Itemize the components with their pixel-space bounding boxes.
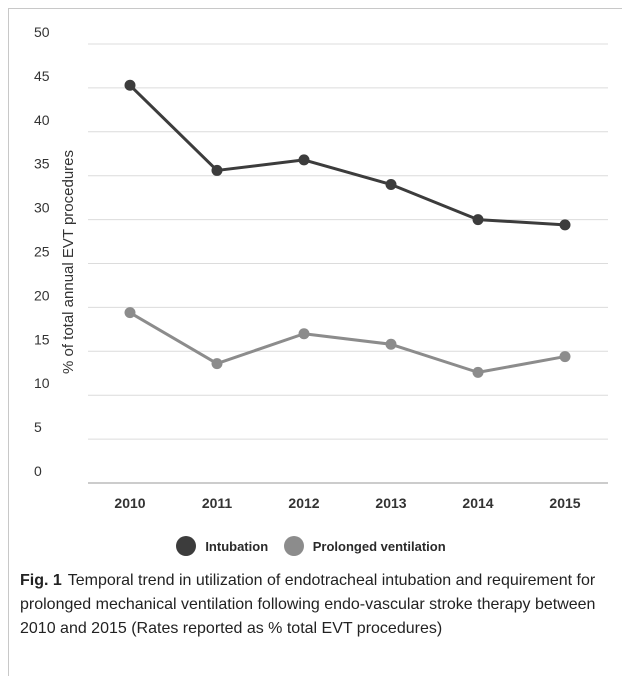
x-tick-label: 2013 [375,495,406,511]
legend: Intubation Prolonged ventilation [0,536,622,559]
data-point-prolonged-ventilation [385,338,397,350]
y-tick-label: 20 [34,287,50,303]
y-tick-label: 35 [34,156,50,172]
data-point-intubation [298,154,310,166]
x-tick-label: 2012 [288,495,319,511]
legend-marker-prolonged-ventilation [283,536,304,556]
x-tick-label: 2011 [202,495,233,511]
y-axis-label: % of total annual EVT procedures [60,150,77,374]
data-point-prolonged-ventilation [559,351,571,363]
y-tick-label: 10 [34,375,50,391]
y-tick-label: 0 [34,463,42,479]
series-line-prolonged-ventilation [129,311,566,374]
x-tick-label: 2010 [114,495,145,511]
series-group [124,79,571,378]
y-tick-label: 40 [34,112,50,128]
y-tick-label: 25 [34,244,50,260]
figure-label: Fig. 1 [20,572,62,589]
x-tick-labels: 2010 2011 2012 2013 2014 2015 [114,495,580,511]
frame-left-border [8,8,9,676]
y-tick-labels: 0 5 10 15 20 25 30 35 40 45 50 [34,24,50,479]
legend-label-intubation: Intubation [205,538,269,554]
x-tick-label: 2015 [549,495,580,511]
y-tick-label: 45 [34,68,50,84]
series-line-intubation [128,84,566,227]
data-point-prolonged-ventilation [124,307,136,319]
legend-label-prolonged-ventilation: Prolonged ventilation [312,538,446,554]
data-point-prolonged-ventilation [298,328,310,340]
legend-marker-intubation [176,536,197,556]
y-tick-label: 5 [34,419,42,435]
x-tick-label: 2014 [462,495,493,511]
frame-top-border [8,8,622,9]
y-tick-label: 30 [34,200,50,216]
data-point-intubation [559,219,571,231]
y-tick-label: 15 [34,331,50,347]
legend-entry-prolonged-ventilation: Prolonged ventilation [283,536,446,556]
data-point-intubation [472,214,484,226]
data-point-prolonged-ventilation [211,358,223,370]
data-point-intubation [124,79,136,91]
y-tick-label: 50 [34,24,50,40]
legend-entry-intubation: Intubation [176,536,268,556]
data-point-intubation [211,164,223,176]
grid-lines [88,43,608,484]
data-point-intubation [385,178,397,190]
data-point-prolonged-ventilation [472,366,484,378]
figure-caption: Fig. 1 Temporal trend in utilization of e… [20,569,600,641]
figure-caption-text: Temporal trend in utilization of endotra… [20,572,596,637]
